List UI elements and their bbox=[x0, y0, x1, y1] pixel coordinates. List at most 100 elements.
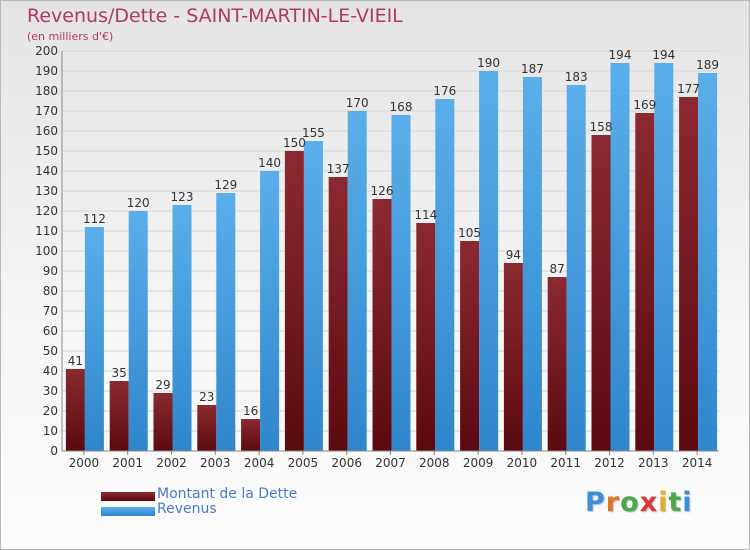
y-tick-label: 80 bbox=[43, 284, 58, 298]
y-tick-label: 10 bbox=[43, 424, 58, 438]
bar-dette-2003 bbox=[197, 405, 217, 451]
bar-dette-2013 bbox=[635, 113, 655, 451]
y-tick-label: 170 bbox=[35, 104, 58, 118]
data-label-dette-2014: 177 bbox=[677, 82, 700, 96]
bar-revenus-2007 bbox=[391, 115, 411, 451]
y-tick-label: 190 bbox=[35, 64, 58, 78]
data-label-revenus-2009: 190 bbox=[477, 56, 500, 70]
logo-letter: r bbox=[605, 487, 621, 518]
y-tick-label: 30 bbox=[43, 384, 58, 398]
data-label-dette-2011: 87 bbox=[550, 262, 565, 276]
x-tick-label: 2007 bbox=[375, 456, 406, 470]
logo-letter: t bbox=[668, 487, 683, 518]
x-tick-label: 2014 bbox=[682, 456, 713, 470]
bar-revenus-2008 bbox=[435, 99, 455, 451]
x-tick-label: 2008 bbox=[419, 456, 450, 470]
bar-dette-2007 bbox=[372, 199, 392, 451]
data-label-revenus-2005: 155 bbox=[302, 126, 325, 140]
data-label-revenus-2008: 176 bbox=[433, 84, 456, 98]
x-tick-label: 2010 bbox=[507, 456, 538, 470]
bar-revenus-2009 bbox=[479, 71, 499, 451]
bar-revenus-2001 bbox=[128, 211, 148, 451]
data-label-dette-2006: 137 bbox=[327, 162, 350, 176]
x-tick-label: 2009 bbox=[463, 456, 494, 470]
logo-letter: o bbox=[620, 487, 640, 518]
data-label-revenus-2000: 112 bbox=[83, 212, 106, 226]
x-tick-label: 2013 bbox=[638, 456, 669, 470]
bar-revenus-2005 bbox=[303, 141, 323, 451]
data-label-dette-2013: 169 bbox=[633, 98, 656, 112]
data-label-revenus-2013: 194 bbox=[652, 48, 675, 62]
y-tick-label: 70 bbox=[43, 304, 58, 318]
chart-subtitle: (en milliers d'€) bbox=[27, 30, 114, 43]
y-tick-label: 60 bbox=[43, 324, 58, 338]
bar-dette-2006 bbox=[328, 177, 348, 451]
bar-dette-2010 bbox=[503, 263, 523, 451]
x-tick-label: 2006 bbox=[331, 456, 362, 470]
bar-dette-2008 bbox=[416, 223, 436, 451]
legend-label-dette: Montant de la Dette bbox=[157, 486, 298, 502]
data-label-revenus-2002: 123 bbox=[171, 190, 194, 204]
logo-letter: i bbox=[682, 487, 693, 518]
data-label-revenus-2011: 183 bbox=[565, 70, 588, 84]
legend-swatch-revenus bbox=[101, 507, 155, 516]
y-tick-label: 150 bbox=[35, 144, 58, 158]
data-label-dette-2008: 114 bbox=[414, 208, 437, 222]
data-label-dette-2003: 23 bbox=[199, 390, 214, 404]
data-label-dette-2004: 16 bbox=[243, 404, 258, 418]
bar-revenus-2014 bbox=[698, 73, 718, 451]
logo-letter: i bbox=[658, 487, 669, 518]
data-label-revenus-2014: 189 bbox=[696, 58, 719, 72]
logo-letter: P bbox=[585, 487, 606, 518]
bar-chart: 4111235120291232312916140150155137170126… bbox=[35, 44, 719, 470]
bar-dette-2000 bbox=[65, 369, 85, 451]
y-tick-label: 120 bbox=[35, 204, 58, 218]
y-tick-label: 140 bbox=[35, 164, 58, 178]
data-label-dette-2007: 126 bbox=[371, 184, 394, 198]
data-label-dette-2009: 105 bbox=[458, 226, 481, 240]
y-tick-label: 110 bbox=[35, 224, 58, 238]
bar-revenus-2013 bbox=[654, 63, 674, 451]
y-tick-label: 20 bbox=[43, 404, 58, 418]
y-tick-label: 0 bbox=[50, 444, 58, 458]
bars bbox=[65, 63, 718, 451]
x-tick-label: 2000 bbox=[69, 456, 100, 470]
bar-revenus-2011 bbox=[566, 85, 586, 451]
y-tick-label: 130 bbox=[35, 184, 58, 198]
axes: 0102030405060708090100110120130140150160… bbox=[35, 44, 719, 470]
x-tick-label: 2005 bbox=[288, 456, 319, 470]
bar-dette-2004 bbox=[241, 419, 261, 451]
x-tick-label: 2003 bbox=[200, 456, 231, 470]
bar-dette-2005 bbox=[284, 151, 304, 451]
legend-swatch-dette bbox=[101, 492, 155, 501]
proxiti-logo: Proxiti bbox=[585, 487, 693, 518]
bar-dette-2012 bbox=[591, 135, 611, 451]
x-tick-label: 2004 bbox=[244, 456, 275, 470]
bar-dette-2014 bbox=[679, 97, 699, 451]
data-label-dette-2010: 94 bbox=[506, 248, 521, 262]
x-tick-label: 2001 bbox=[112, 456, 143, 470]
x-tick-label: 2012 bbox=[594, 456, 625, 470]
legend-label-revenus: Revenus bbox=[157, 501, 217, 517]
x-tick-label: 2011 bbox=[550, 456, 581, 470]
x-tick-label: 2002 bbox=[156, 456, 187, 470]
data-label-dette-2001: 35 bbox=[112, 366, 127, 380]
data-label-dette-2005: 150 bbox=[283, 136, 306, 150]
data-label-dette-2002: 29 bbox=[155, 378, 170, 392]
bar-dette-2002 bbox=[153, 393, 173, 451]
data-label-revenus-2012: 194 bbox=[609, 48, 632, 62]
y-tick-label: 40 bbox=[43, 364, 58, 378]
data-label-dette-2000: 41 bbox=[68, 354, 83, 368]
y-tick-label: 50 bbox=[43, 344, 58, 358]
y-tick-label: 100 bbox=[35, 244, 58, 258]
bar-revenus-2003 bbox=[216, 193, 236, 451]
y-tick-label: 180 bbox=[35, 84, 58, 98]
bar-revenus-2012 bbox=[610, 63, 630, 451]
data-label-revenus-2006: 170 bbox=[346, 96, 369, 110]
bar-revenus-2000 bbox=[84, 227, 104, 451]
bar-revenus-2004 bbox=[260, 171, 280, 451]
bar-revenus-2006 bbox=[347, 111, 367, 451]
bar-revenus-2002 bbox=[172, 205, 192, 451]
